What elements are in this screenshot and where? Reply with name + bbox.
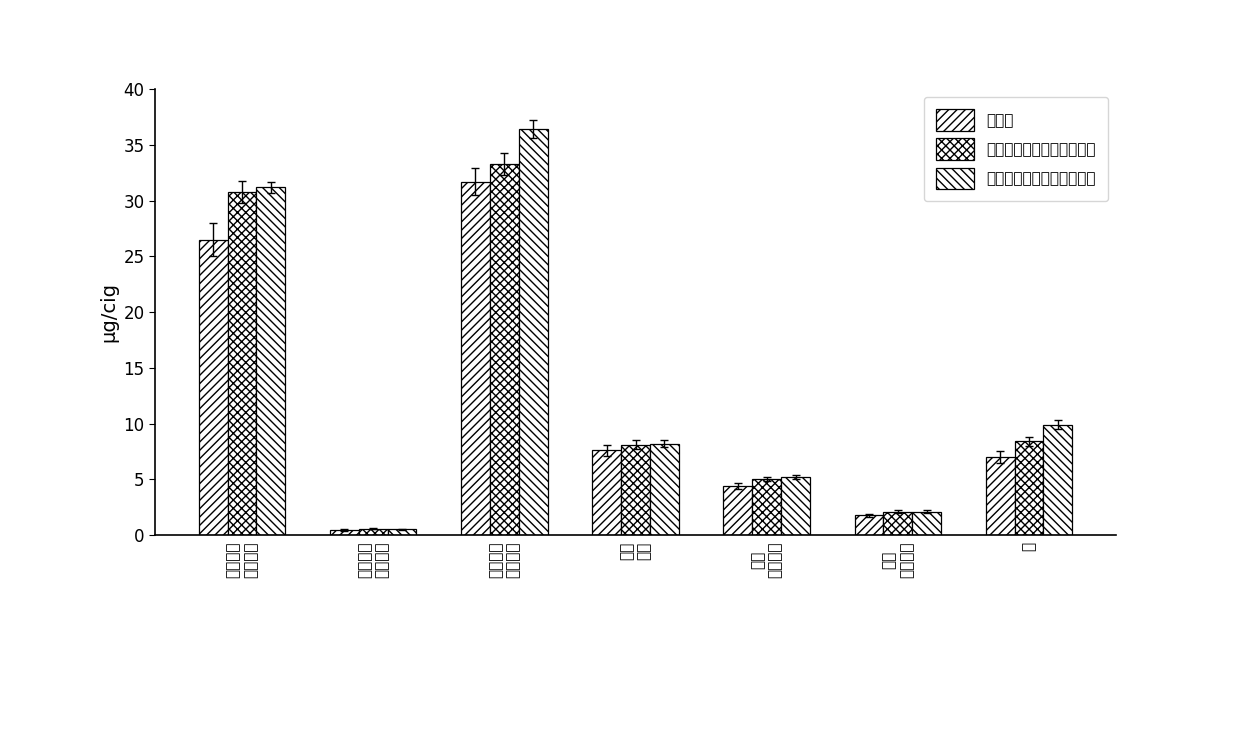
Bar <box>1043 424 1073 535</box>
Bar <box>621 444 650 535</box>
Bar <box>490 164 518 535</box>
Bar <box>781 477 810 535</box>
Bar <box>986 457 1014 535</box>
Bar <box>854 516 883 535</box>
Bar <box>913 511 941 535</box>
Bar <box>198 239 228 535</box>
Bar <box>883 511 913 535</box>
Bar <box>753 479 781 535</box>
Bar <box>388 529 417 535</box>
Bar <box>593 450 621 535</box>
Legend: 单滤片, 双滤片（预处理滤片后置）, 双滤片（预处理滤片前置）: 单滤片, 双滤片（预处理滤片后置）, 双滤片（预处理滤片前置） <box>924 97 1109 201</box>
Bar <box>358 529 388 535</box>
Bar <box>461 181 490 535</box>
Y-axis label: μg/cig: μg/cig <box>99 282 118 342</box>
Bar <box>1014 441 1043 535</box>
Bar <box>228 192 257 535</box>
Bar <box>257 187 285 535</box>
Bar <box>650 444 678 535</box>
Bar <box>723 486 753 535</box>
Bar <box>330 530 358 535</box>
Bar <box>518 129 548 535</box>
